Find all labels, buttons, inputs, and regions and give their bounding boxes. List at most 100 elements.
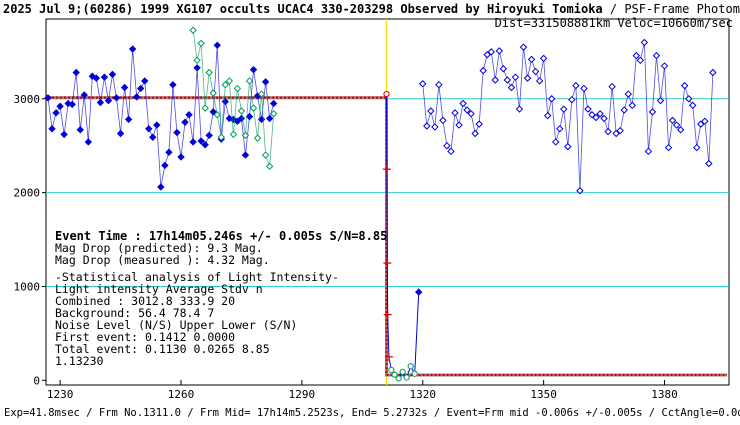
data-point: [552, 138, 560, 146]
comparison-point: [233, 84, 242, 93]
data-point: [684, 95, 693, 103]
comparison-point: [257, 90, 266, 98]
comparison-point: [241, 131, 250, 140]
data-point: [531, 67, 540, 76]
fit-level-line: [48, 96, 727, 377]
data-point: [451, 109, 459, 117]
data-point: [576, 187, 584, 195]
comparison-point: [225, 77, 234, 85]
data-point: [120, 83, 129, 92]
footer-info: Exp=41.8msec / Frm No.1311.0 / Frm Mid= …: [4, 407, 740, 419]
data-point: [600, 114, 608, 123]
comparison-point: [261, 151, 270, 159]
data-point: [249, 65, 258, 74]
x-tick-label: 1320: [410, 388, 437, 401]
data-point: [193, 64, 201, 72]
data-point: [209, 108, 217, 116]
data-point: [564, 142, 572, 151]
data-point: [136, 84, 145, 93]
data-point: [636, 56, 645, 64]
drop-point: [388, 366, 395, 374]
data-point: [592, 113, 600, 122]
data-point: [511, 73, 520, 81]
data-point: [261, 78, 270, 86]
data-point: [56, 102, 64, 110]
data-point: [547, 95, 556, 103]
mag-drop-predicted: Mag Drop (predicted): 9.3 Mag.: [55, 241, 263, 255]
comparison-point: [217, 133, 225, 141]
data-point: [116, 129, 125, 138]
data-point: [705, 159, 713, 168]
event-time: Event Time : 17h14m05.246s +/- 0.005s S/…: [55, 229, 387, 243]
data-point: [189, 138, 197, 146]
data-point: [624, 90, 632, 98]
data-point: [697, 120, 705, 128]
comparison-point: [237, 107, 246, 115]
data-point: [72, 68, 80, 77]
data-point: [419, 80, 427, 88]
mag-drop-measured: Mag Drop (measured ): 4.32 Mag.: [55, 253, 270, 267]
comparison-point: [209, 89, 217, 97]
data-point: [233, 117, 242, 125]
x-tick-label: 1260: [168, 388, 195, 401]
data-point: [177, 153, 185, 161]
data-point: [620, 106, 628, 114]
data-point: [431, 123, 439, 131]
data-point: [628, 101, 636, 110]
data-point: [205, 131, 213, 140]
data-point: [141, 77, 149, 85]
noise-header: Noise Level (N/S) Upper Lower (S/N): [55, 318, 297, 332]
data-point: [173, 128, 181, 137]
data-point: [161, 161, 169, 170]
data-point: [507, 83, 516, 92]
data-point: [181, 118, 189, 126]
data-point: [491, 76, 499, 84]
data-point: [96, 98, 105, 107]
data-point: [676, 126, 685, 134]
data-point: [157, 183, 165, 191]
chart-title: 2025 Jul 9;(60286) 1999 XG107 occults UC…: [3, 2, 740, 16]
data-point: [84, 138, 93, 146]
comparison-point: [193, 56, 201, 64]
comparison-point: [229, 130, 238, 139]
comparison-point: [213, 111, 221, 119]
comparison-point: [253, 134, 262, 142]
data-point: [435, 80, 443, 89]
comparison-point: [249, 104, 258, 112]
comparison-point: [269, 110, 278, 118]
data-point: [668, 116, 677, 125]
data-point: [515, 105, 524, 113]
drop-point: [403, 374, 410, 381]
data-point: [503, 76, 512, 84]
data-point: [48, 125, 56, 133]
drop-point: [407, 363, 414, 370]
data-point: [439, 116, 447, 125]
data-point: [88, 72, 97, 80]
noise-extra-value: 1.13230: [55, 354, 104, 368]
data-point: [64, 99, 72, 108]
data-point: [608, 82, 616, 91]
y-tick-label: 2000: [14, 187, 41, 200]
data-point: [632, 51, 641, 60]
data-point: [672, 121, 681, 129]
data-point: [471, 129, 479, 138]
data-point: [612, 129, 620, 138]
data-point: [656, 96, 665, 105]
x-tick-label: 1350: [530, 388, 557, 401]
data-point: [245, 112, 254, 121]
data-point: [535, 77, 544, 85]
comparison-point: [201, 104, 209, 112]
data-point: [128, 45, 137, 53]
data-point: [153, 121, 161, 129]
data-point: [640, 38, 649, 47]
stats-combined: Combined : 3012.8 333.9 20: [55, 294, 235, 308]
data-point: [132, 93, 141, 101]
data-point: [519, 43, 528, 51]
data-point: [543, 111, 552, 120]
y-tick-label: 1000: [14, 280, 41, 293]
data-point: [108, 70, 117, 79]
data-point: [185, 111, 193, 119]
data-point: [423, 122, 431, 130]
data-point: [100, 73, 109, 81]
